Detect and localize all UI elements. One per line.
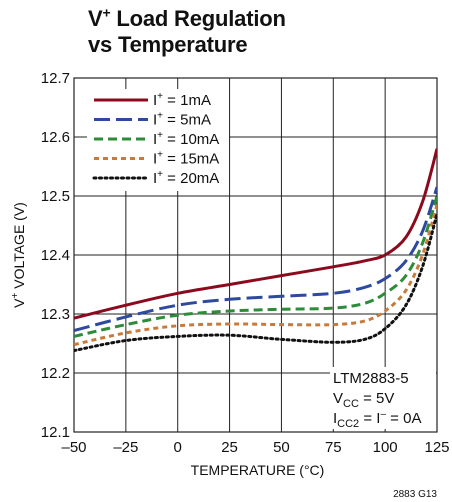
title-rest: Load Regulation [110, 6, 286, 31]
chart-title: V+ Load Regulation vs Temperature [88, 6, 286, 58]
annotation-part-number: LTM2883-5 [333, 370, 409, 387]
legend-label-4: I+ = 15mA [153, 150, 219, 168]
series-line-2 [74, 186, 437, 332]
legend-label-5: I+ = 20mA [153, 169, 219, 187]
y-tick-label: 12.5 [41, 188, 70, 205]
series-line-1 [74, 148, 437, 320]
y-tick-label: 12.6 [41, 129, 70, 146]
annotation-background [330, 367, 436, 429]
figure-id: 2883 G13 [393, 489, 437, 500]
plot-frame [73, 77, 438, 433]
x-tick-label: 75 [325, 439, 342, 456]
x-axis-label: TEMPERATURE (°C) [191, 462, 325, 478]
series-line-3 [74, 195, 437, 338]
title-sup: + [102, 4, 111, 21]
y-tick-label: 12.7 [41, 70, 70, 87]
legend-label-3: I+ = 10mA [153, 130, 219, 148]
x-tick-label: 100 [373, 439, 398, 456]
x-tick-label: 0 [174, 439, 182, 456]
x-tick-label: –25 [113, 439, 138, 456]
y-tick-label: 12.2 [41, 365, 70, 382]
x-tick-label: 25 [221, 439, 238, 456]
chart-title-line2: vs Temperature [88, 32, 248, 57]
annotation-vcc: VCC = 5V [333, 390, 394, 410]
title-v: V [88, 6, 103, 31]
x-tick-label: 50 [273, 439, 290, 456]
chart-title-line1: V+ Load Regulation [88, 6, 286, 32]
annotation-current: ICC2 = I– = 0A [333, 409, 421, 430]
y-tick-label: 12.1 [41, 424, 70, 441]
series-line-4 [74, 204, 437, 347]
y-tick-label: 12.4 [41, 247, 70, 264]
x-tick-label: –50 [61, 439, 86, 456]
series-curves [74, 148, 437, 353]
y-tick-label: 12.3 [41, 306, 70, 323]
y-axis-label: V+ VOLTAGE (V) [10, 202, 27, 308]
legend-label-1: I+ = 1mA [153, 91, 211, 109]
series-line-5 [74, 212, 437, 353]
legend-label-2: I+ = 5mA [153, 111, 211, 129]
x-tick-label: 125 [424, 439, 449, 456]
